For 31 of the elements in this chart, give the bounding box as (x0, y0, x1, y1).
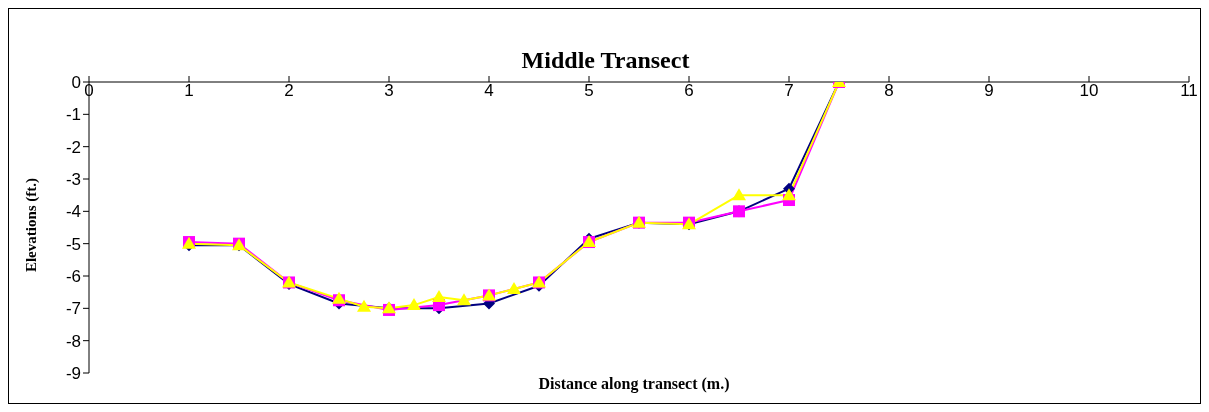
point (782, 188, 796, 201)
y-tick-label: -2 (65, 137, 81, 157)
y-tick-label: -3 (65, 170, 81, 190)
x-tick-label: 1 (184, 81, 194, 100)
point (407, 298, 421, 311)
y-tick-label: -6 (65, 267, 81, 287)
x-tick-label: 11 (1180, 81, 1198, 100)
y-tick-label: -4 (65, 202, 81, 222)
point (457, 293, 471, 306)
chart-title: Middle Transect (520, 47, 691, 74)
x-tick-label: 3 (384, 81, 394, 100)
x-tick-label: 10 (1079, 81, 1099, 100)
y-tick-label: -1 (65, 105, 81, 125)
y-tick-label: -7 (65, 299, 81, 319)
y-tick-label: -8 (65, 331, 81, 351)
x-tick-label: 6 (684, 81, 694, 100)
x-tick-label: 5 (584, 81, 594, 100)
x-tick-label: 4 (484, 81, 494, 100)
x-tick-label: 8 (884, 81, 894, 100)
point (432, 290, 446, 303)
x-tick-label: 7 (784, 81, 794, 100)
point (507, 281, 521, 294)
y-axis-title: Elevations (ft.) (22, 177, 40, 273)
x-tick-label: 9 (984, 81, 994, 100)
x-tick-label: 2 (284, 81, 294, 100)
x-tick-label: 0 (84, 81, 94, 100)
point (357, 299, 371, 312)
point (732, 188, 746, 201)
x-axis-title: Distance along transect (m.) (538, 375, 730, 392)
y-tick-label: -5 (65, 234, 81, 254)
y-tick-label: -9 (65, 364, 81, 384)
